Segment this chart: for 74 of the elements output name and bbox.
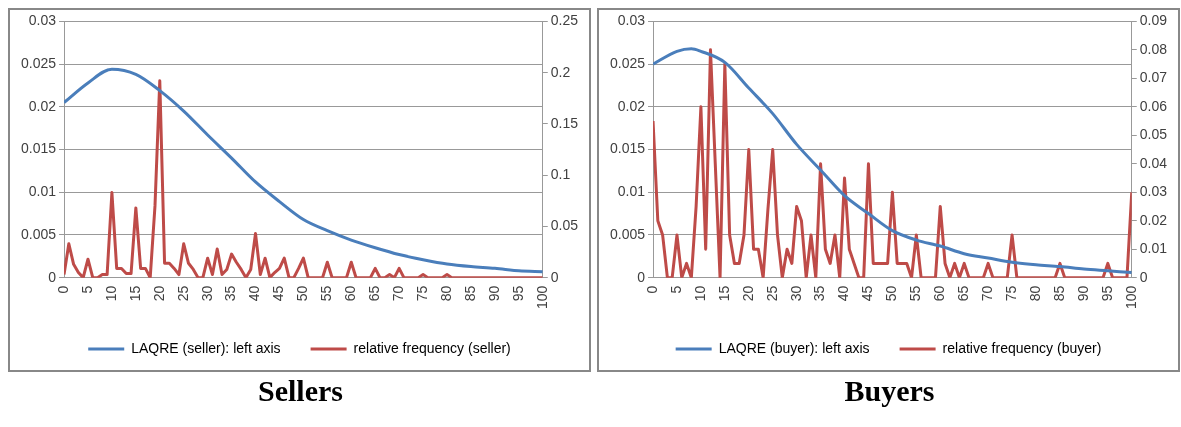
x-tick-label: 0 (643, 285, 660, 294)
x-tick-label: 5 (78, 285, 95, 294)
x-tick-label: 80 (437, 285, 454, 302)
x-tick-label: 30 (787, 285, 804, 302)
y2-tick-label: 0.02 (1139, 211, 1168, 228)
x-tick-label: 45 (859, 285, 876, 302)
x-tick-label: 15 (715, 285, 732, 302)
x-tick-label: 65 (955, 285, 972, 302)
y2-tick-label: 0.25 (550, 12, 579, 29)
x-tick-label: 40 (835, 285, 852, 302)
x-tick-label: 85 (1050, 285, 1067, 302)
legend-label: relative frequency (seller) (353, 339, 511, 356)
x-tick-label: 100 (533, 285, 550, 309)
y2-tick-label: 0.15 (550, 114, 579, 131)
y-tick-label: 0.03 (617, 12, 646, 29)
x-tick-label: 25 (763, 285, 780, 302)
x-tick-label: 20 (739, 285, 756, 302)
y2-tick-label: 0.05 (1139, 126, 1168, 143)
x-tick-label: 35 (222, 285, 239, 302)
y-tick-label: 0.005 (609, 225, 646, 242)
x-tick-label: 30 (198, 285, 215, 302)
y2-tick-label: 0.05 (550, 217, 579, 234)
x-tick-label: 70 (390, 285, 406, 302)
legend-label: LAQRE (buyer): left axis (718, 339, 870, 356)
y2-tick-label: 0.03 (1139, 183, 1168, 200)
x-tick-label: 40 (246, 285, 263, 302)
y-tick-label: 0.005 (20, 225, 57, 242)
y2-tick-label: 0.07 (1139, 69, 1168, 86)
legend-label: LAQRE (seller): left axis (131, 339, 281, 356)
x-tick-label: 35 (811, 285, 828, 302)
text: Buyers (843, 374, 936, 408)
x-tick-label: 80 (1026, 285, 1043, 302)
y-tick-label: 0.02 (28, 97, 57, 114)
x-tick-label: 10 (102, 285, 119, 302)
y-tick-label: 0.015 (20, 140, 57, 157)
x-tick-label: 20 (150, 285, 167, 302)
y2-tick-label: 0.04 (1139, 154, 1168, 171)
y-tick-label: 0.01 (617, 183, 646, 200)
x-tick-label: 75 (1002, 285, 1019, 302)
x-tick-label: 15 (126, 285, 143, 302)
x-tick-label: 50 (294, 285, 311, 302)
y2-tick-label: 0.2 (550, 63, 571, 80)
x-tick-label: 95 (509, 285, 526, 302)
y-tick-label: 0.025 (609, 54, 646, 71)
y-tick-label: 0.01 (28, 183, 57, 200)
x-tick-label: 90 (1074, 285, 1091, 302)
y2-tick-label: 0.01 (1139, 240, 1168, 257)
y-tick-label: 0.02 (617, 97, 646, 114)
x-tick-label: 90 (485, 285, 502, 302)
y-tick-label: 0.03 (28, 12, 57, 29)
y2-tick-label: 0.06 (1139, 97, 1168, 114)
x-tick-label: 5 (667, 285, 684, 294)
x-tick-label: 70 (979, 285, 995, 302)
x-tick-label: 75 (413, 285, 430, 302)
x-tick-label: 95 (1098, 285, 1115, 302)
y-tick-label: 0.015 (609, 140, 646, 157)
x-tick-label: 65 (366, 285, 383, 302)
x-tick-label: 10 (691, 285, 708, 302)
x-tick-label: 55 (318, 285, 335, 302)
x-tick-label: 100 (1122, 285, 1139, 309)
x-tick-label: 60 (931, 285, 948, 302)
y2-tick-label: 0.09 (1139, 12, 1168, 29)
y2-tick-label: 0.1 (550, 166, 571, 182)
text: Sellers (257, 374, 344, 408)
x-tick-label: 25 (174, 285, 191, 302)
x-tick-label: 55 (907, 285, 924, 302)
x-tick-label: 85 (461, 285, 478, 302)
legend-label: relative frequency (buyer) (942, 339, 1102, 356)
x-tick-label: 45 (270, 285, 287, 302)
x-tick-label: 60 (342, 285, 359, 302)
x-tick-label: 0 (54, 285, 71, 294)
y-tick-label: 0.025 (20, 54, 57, 71)
y2-tick-label: 0.08 (1139, 40, 1168, 57)
x-tick-label: 50 (883, 285, 900, 302)
